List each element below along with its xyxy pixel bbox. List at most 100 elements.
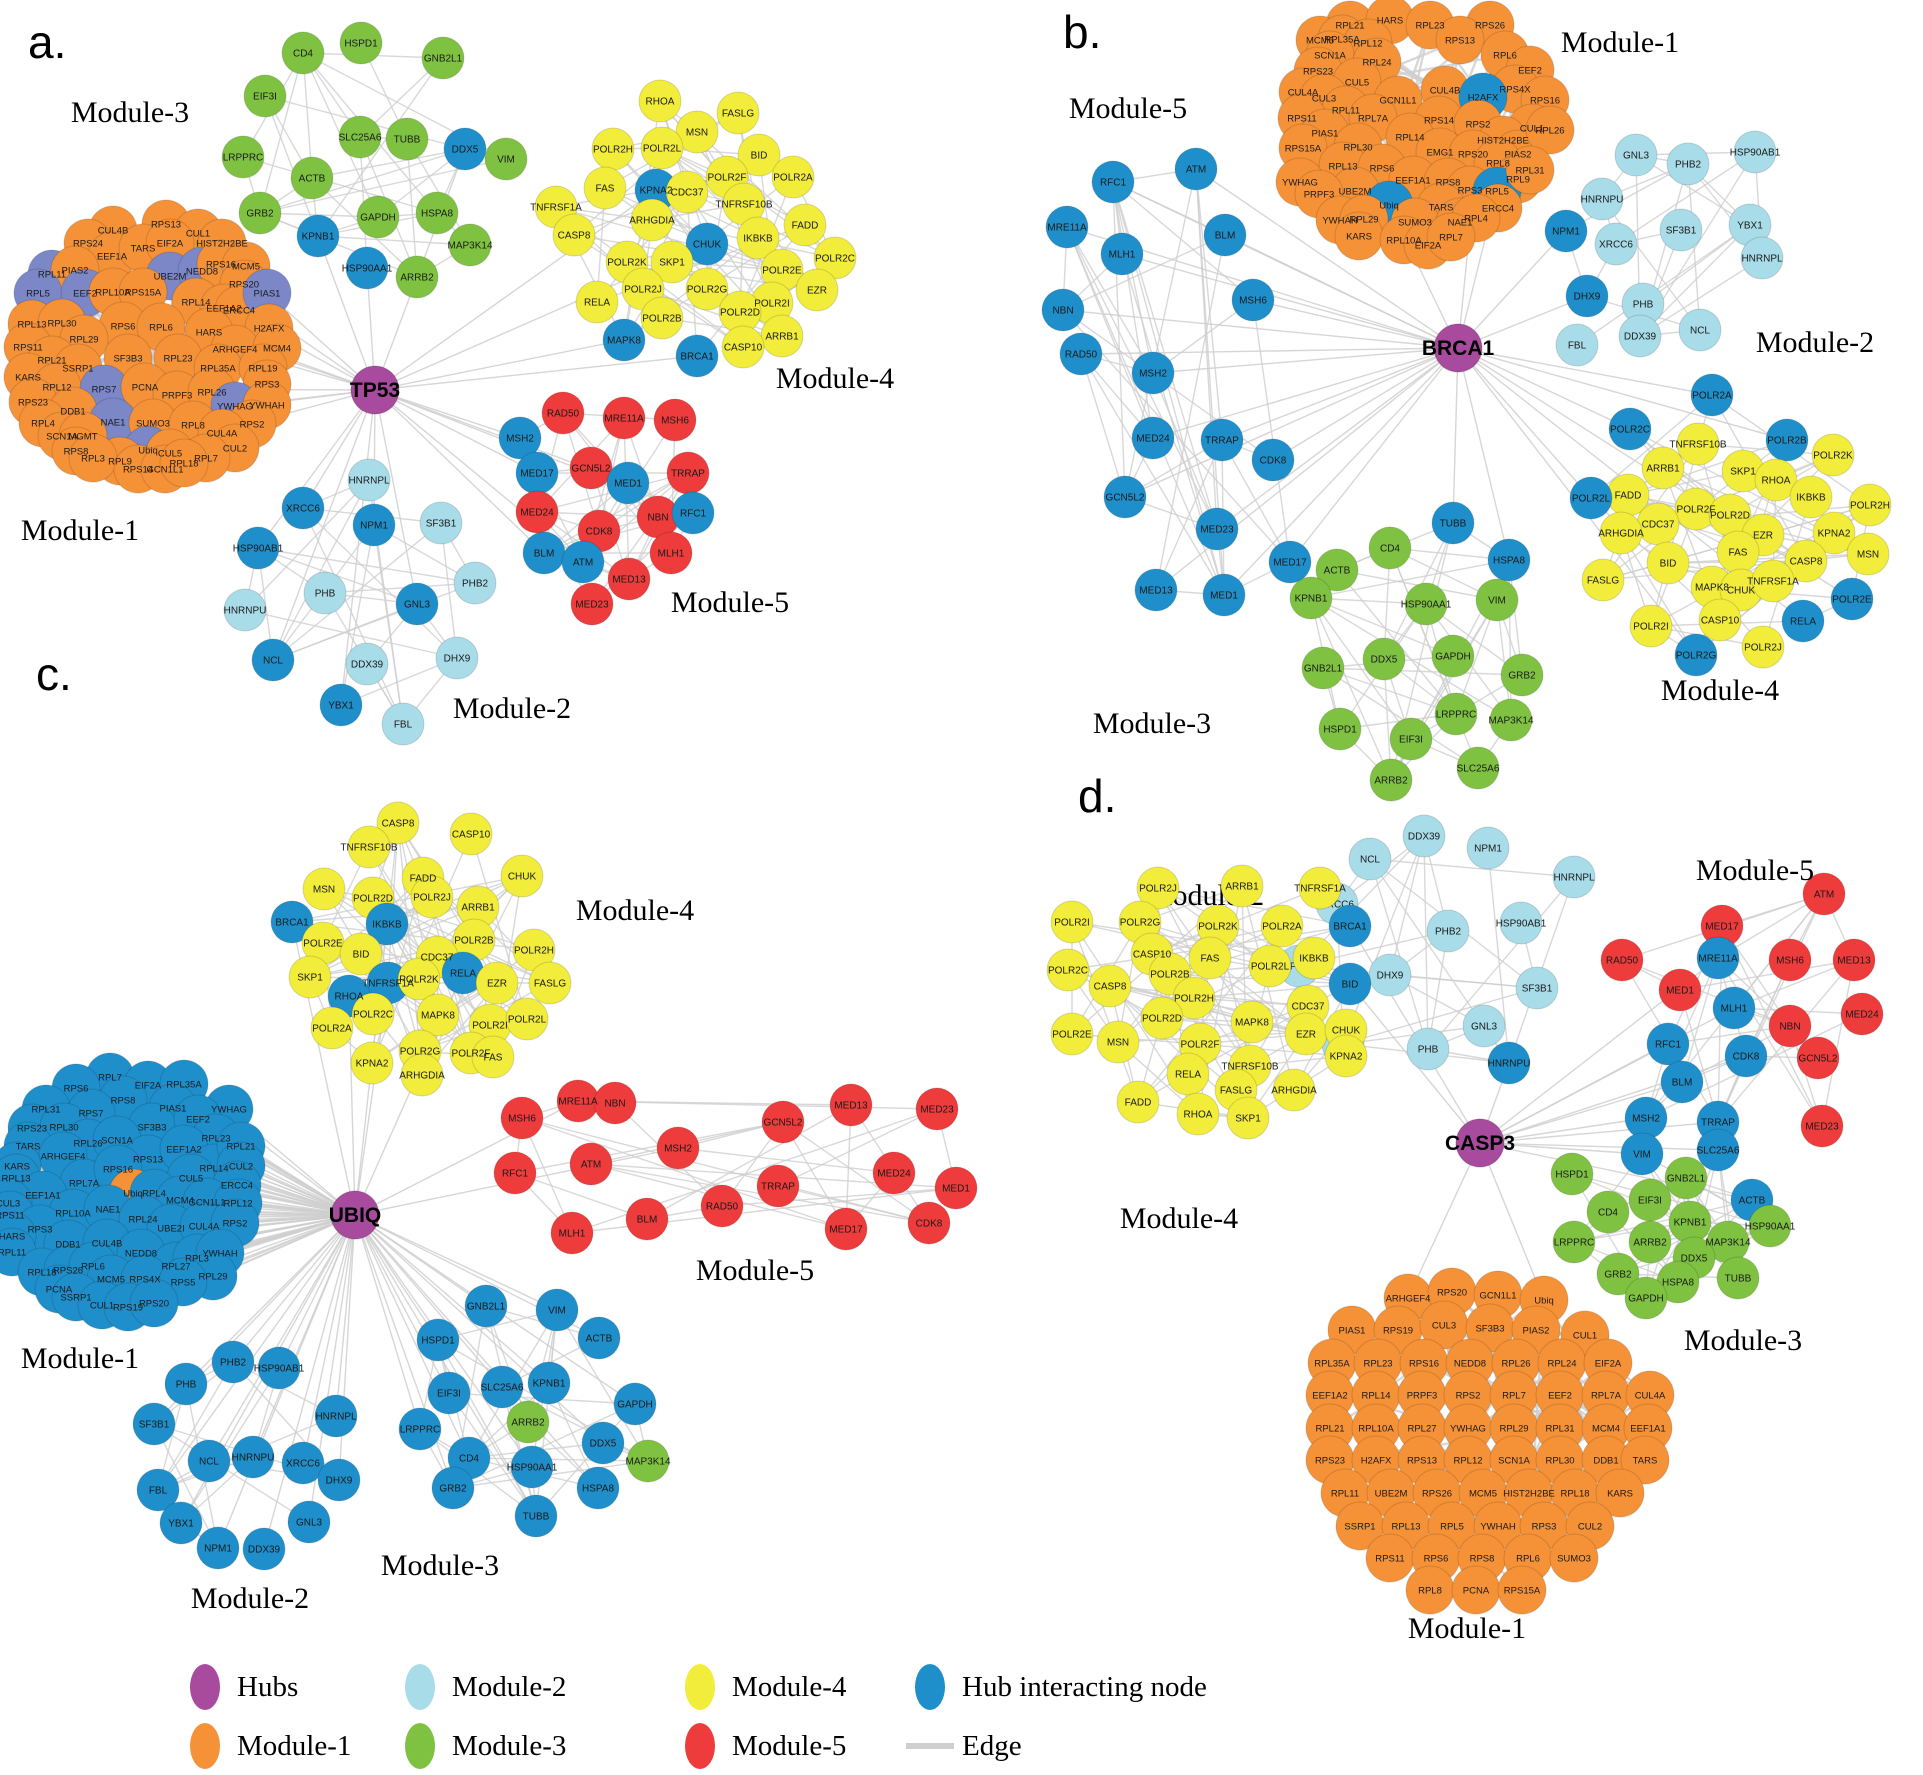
- node-label: POLR2E: [1832, 595, 1872, 606]
- node-label: GCN5L2: [1106, 493, 1145, 504]
- node-label: GRB2: [1604, 1270, 1632, 1281]
- node-label: RPS20: [139, 1299, 169, 1310]
- node-FAS: [471, 1035, 515, 1079]
- node-label: HSP90AB1: [233, 544, 284, 555]
- node-label: RHOA: [646, 97, 675, 108]
- node-ATM: [569, 1142, 613, 1186]
- node-label: GNB2L1: [467, 1302, 506, 1313]
- node-label: SF3B1: [1522, 984, 1553, 995]
- node-label: BID: [353, 950, 370, 961]
- node-label: RPS11: [0, 1211, 25, 1222]
- node-NPM1: [1466, 826, 1510, 870]
- node-label: EZR: [807, 286, 827, 297]
- node-label: RPL19: [248, 364, 277, 375]
- node-label: TARS: [16, 1142, 41, 1153]
- node-label: RPL5: [1485, 187, 1509, 198]
- edge: [259, 212, 418, 278]
- module-module-2: GNL3 PHB2 HSP90AB1 HNRNPU NPM1 SF3B1 XRCC6 YBX1…: [1544, 130, 1874, 367]
- node-label: EIF2A: [1415, 241, 1442, 252]
- hub-edge: [1479, 1142, 1753, 1201]
- legend-swatch-module-3: [405, 1723, 435, 1769]
- node-PHB2: [211, 1340, 255, 1384]
- node-label: BRCA1: [1333, 922, 1367, 933]
- node-label: RPS11: [1287, 114, 1316, 125]
- hub-edge: [1479, 1043, 1669, 1144]
- edge: [591, 472, 689, 605]
- edge: [777, 1185, 930, 1224]
- node-label: NPM1: [204, 1544, 232, 1555]
- node-label: RPL11: [0, 1248, 26, 1259]
- node-label: RPS16: [1530, 96, 1560, 107]
- node-label: RPS26: [1475, 21, 1505, 32]
- node-BID: [737, 133, 781, 177]
- node-label: MRE11A: [604, 414, 644, 425]
- node-label: MED1: [942, 1184, 970, 1195]
- node-PHB2: [1426, 909, 1470, 953]
- hub-CASP3: CASP3: [1445, 1118, 1515, 1168]
- edge: [1109, 985, 1237, 1091]
- node-label: GNB2L1: [424, 54, 463, 65]
- node-MAPK8: [416, 993, 460, 1037]
- node-label: POLR2F: [452, 1049, 491, 1060]
- edge: [696, 224, 806, 357]
- node-label: MCM4: [263, 344, 291, 355]
- node-label: RPL8: [1486, 159, 1510, 170]
- module-label-module-4: Module-4: [1120, 1202, 1238, 1235]
- node-DDX5: [581, 1421, 625, 1465]
- node-label: POLR2H: [1850, 501, 1890, 512]
- node-RPL26: [1525, 105, 1575, 155]
- node-label: MSN: [1107, 1038, 1129, 1049]
- module-label-module-4: Module-4: [1661, 674, 1779, 707]
- node-label: GRB2: [439, 1484, 467, 1495]
- node-HSPD1: [1550, 1152, 1594, 1196]
- node-label: PCNA: [132, 383, 159, 394]
- node-label: RPL29: [198, 1272, 227, 1283]
- node-label: TARS: [1429, 203, 1454, 214]
- legend-label: Hub interacting node: [962, 1671, 1207, 1703]
- module-label-module-2: Module-2: [1756, 326, 1874, 359]
- node-MLH1: [550, 1211, 594, 1255]
- node-label: POLR2K: [1813, 451, 1853, 462]
- node-HSP90AB1: [236, 526, 280, 570]
- node-label: RPL13: [17, 320, 46, 331]
- edge: [448, 1392, 537, 1517]
- node-CDK8: [907, 1201, 951, 1245]
- module-label-module-3: Module-3: [1093, 707, 1211, 740]
- node-label: TARS: [1633, 1456, 1658, 1467]
- edge: [1071, 921, 1271, 967]
- node-label: RPS23: [1303, 67, 1333, 78]
- edge: [1620, 532, 1697, 656]
- node-label: CDC37: [1292, 1002, 1325, 1013]
- node-label: EIF3I: [437, 1389, 461, 1400]
- node-label: RPL30: [49, 1123, 78, 1134]
- node-label: RPS2: [223, 1219, 248, 1230]
- node-label: VIM: [1633, 1150, 1651, 1161]
- node-RHOA: [1754, 458, 1798, 502]
- node-label: POLR2A: [1692, 391, 1732, 402]
- node-label: BLM: [1215, 231, 1236, 242]
- node-POLR2H: [1172, 976, 1216, 1020]
- node-label: GCN5L2: [1799, 1054, 1838, 1065]
- node-label: PIAS1: [254, 289, 281, 300]
- node-FASLG: [528, 961, 572, 1005]
- node-POLR2E: [1830, 577, 1874, 621]
- hub-node: [350, 365, 400, 415]
- node-label: SUMO3: [1398, 218, 1432, 229]
- node-label: HSPD1: [344, 39, 378, 50]
- node-label: MED17: [829, 1225, 863, 1236]
- node-label: ARRB2: [1374, 776, 1408, 787]
- node-MED23: [1195, 507, 1239, 551]
- node-NBN: [593, 1081, 637, 1125]
- node-label: MCM5: [97, 1275, 125, 1286]
- node-label: ERCC4: [223, 306, 255, 317]
- node-label: POLR2A: [312, 1024, 352, 1035]
- node-label: RPS14: [123, 465, 153, 476]
- node-label: SF3B3: [1475, 1324, 1504, 1335]
- edge: [1687, 163, 1701, 331]
- node-DDX39: [242, 1527, 286, 1571]
- node-label: UBE2M: [1375, 1489, 1408, 1500]
- hub-edge: [1152, 347, 1459, 439]
- node-label: RPL7: [98, 1073, 122, 1084]
- node-label: RPL5: [1440, 1522, 1464, 1533]
- edge: [1342, 835, 1425, 1045]
